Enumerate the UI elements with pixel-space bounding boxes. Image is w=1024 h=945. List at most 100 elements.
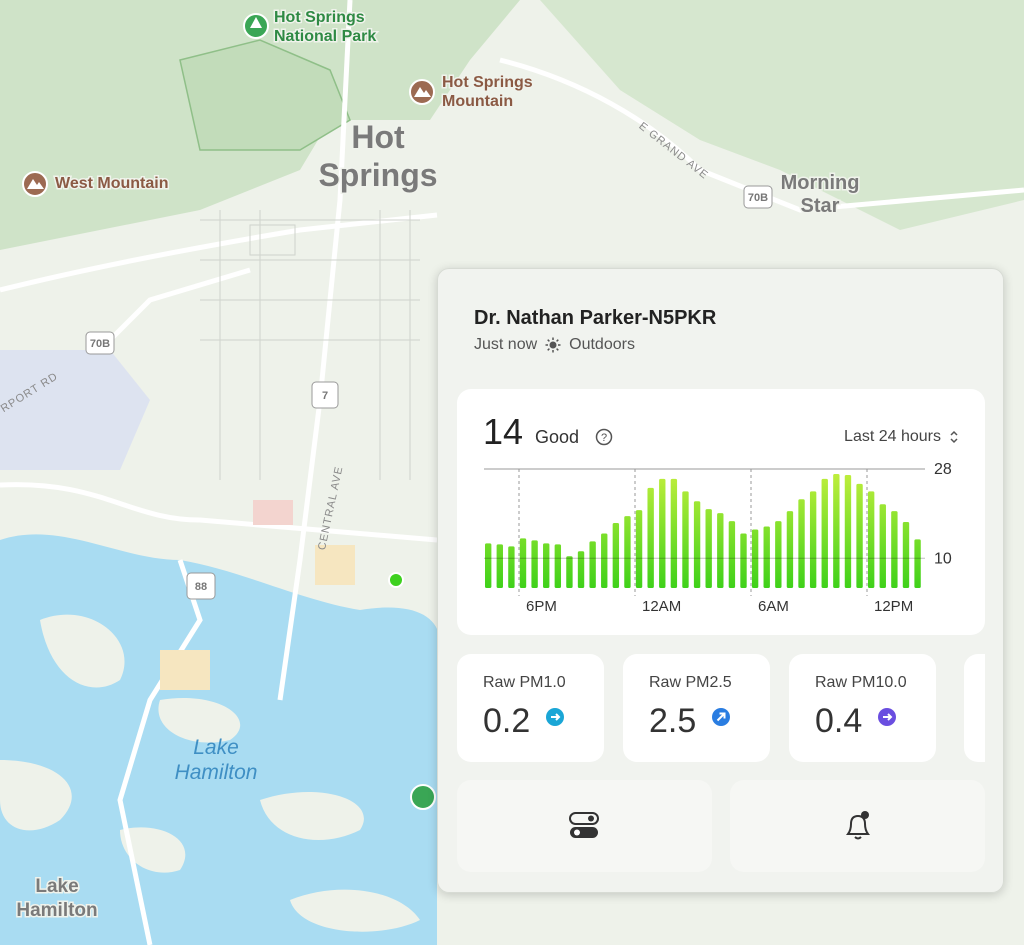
map-label: Lake Hamilton bbox=[175, 736, 258, 784]
location-type: Outdoors bbox=[569, 336, 635, 353]
toggle-icon bbox=[569, 812, 599, 838]
sensor-meta: Just now Outdoors bbox=[474, 336, 635, 354]
bar bbox=[566, 556, 573, 588]
bar bbox=[543, 543, 550, 588]
sensor-popup: Dr. Nathan Parker-N5PKR Just now Outdoor… bbox=[437, 268, 1004, 893]
sun-icon bbox=[545, 337, 561, 353]
poi-national-park[interactable]: Hot Springs National Park bbox=[243, 8, 378, 47]
bar bbox=[798, 499, 805, 588]
aqi-chart: 6PM 12AM 6AM 12PM 10 28 bbox=[484, 461, 952, 615]
bar bbox=[879, 504, 886, 588]
bar bbox=[508, 546, 515, 588]
poi-mountain[interactable]: West Mountain bbox=[22, 171, 170, 197]
info-icon[interactable]: ? bbox=[595, 428, 613, 446]
poi-marker[interactable] bbox=[410, 784, 436, 810]
sensor-name: Dr. Nathan Parker-N5PKR bbox=[474, 307, 717, 329]
bar bbox=[821, 478, 828, 588]
bar bbox=[856, 483, 863, 588]
map-label: Lake Hamilton bbox=[16, 876, 97, 921]
bar bbox=[728, 521, 736, 588]
metric-card[interactable]: Raw PM10.0 0.4 bbox=[789, 654, 936, 762]
poi-mountain[interactable]: Hot Springs Mountain bbox=[409, 73, 534, 112]
map-label: Hot Springs Mountain bbox=[442, 74, 533, 110]
bar bbox=[775, 521, 782, 588]
bar bbox=[867, 491, 875, 588]
svg-text:70B: 70B bbox=[748, 192, 768, 204]
bar bbox=[624, 516, 631, 588]
x-tick-label: 12AM bbox=[642, 598, 681, 615]
trend-icon bbox=[712, 708, 730, 726]
bar bbox=[844, 474, 852, 588]
metric-label: Raw PM2.5 bbox=[649, 674, 732, 691]
bar bbox=[635, 510, 643, 588]
bar bbox=[751, 529, 759, 588]
bar bbox=[670, 478, 678, 588]
map-label: West Mountain bbox=[55, 175, 168, 192]
bar bbox=[612, 523, 620, 588]
y-tick-label: 10 bbox=[934, 550, 952, 567]
trend-arrow bbox=[716, 712, 726, 722]
route-shield: 70B bbox=[743, 185, 773, 209]
trend-arrow bbox=[551, 713, 561, 721]
bar bbox=[891, 511, 898, 588]
x-tick-label: 6AM bbox=[758, 598, 789, 615]
bar bbox=[601, 533, 608, 588]
map-label: Morning Star bbox=[781, 172, 860, 217]
chart-card: 14 Good ? Last 24 hours 6PM 12AM 6AM 12PM 10… bbox=[457, 389, 985, 635]
x-tick-label: 6PM bbox=[526, 598, 557, 615]
aqi-status: Good bbox=[535, 427, 580, 447]
metric-value: 0.4 bbox=[815, 702, 863, 740]
bar bbox=[833, 473, 840, 588]
chevron-icon bbox=[950, 430, 958, 444]
bar bbox=[554, 544, 562, 588]
svg-text:?: ? bbox=[601, 432, 607, 444]
metric-value: 2.5 bbox=[649, 702, 697, 740]
bar bbox=[682, 491, 689, 588]
range-selector[interactable]: Last 24 hours bbox=[844, 428, 959, 446]
map-label: Hot Springs bbox=[318, 119, 437, 193]
bar bbox=[589, 541, 596, 588]
metric-card[interactable]: Raw PM2.5 2.5 bbox=[623, 654, 770, 762]
metric-label: Raw PM10.0 bbox=[815, 674, 907, 691]
bell-icon bbox=[846, 811, 870, 840]
bar bbox=[717, 513, 724, 588]
y-tick-label: 28 bbox=[934, 461, 952, 478]
bar bbox=[705, 509, 712, 588]
bar bbox=[519, 538, 527, 588]
route-shield: 88 bbox=[186, 572, 216, 600]
bar bbox=[496, 544, 503, 588]
route-shield: 70B bbox=[85, 331, 115, 355]
bar bbox=[485, 543, 492, 588]
metric-card-partial[interactable] bbox=[964, 654, 985, 762]
alerts-button[interactable] bbox=[730, 780, 985, 872]
bar bbox=[659, 478, 666, 588]
bar bbox=[693, 501, 701, 588]
metric-value: 0.2 bbox=[483, 702, 531, 740]
bar bbox=[763, 526, 770, 588]
bar bbox=[902, 522, 910, 588]
metric-card[interactable]: Raw PM1.0 0.2 bbox=[457, 654, 604, 762]
bar bbox=[809, 491, 817, 588]
updated-time: Just now bbox=[474, 336, 538, 353]
metric-label: Raw PM1.0 bbox=[483, 674, 566, 691]
sensor-marker[interactable] bbox=[388, 572, 404, 588]
x-tick-label: 12PM bbox=[874, 598, 913, 615]
trend-icon bbox=[546, 708, 564, 726]
trend-arrow bbox=[883, 713, 893, 721]
settings-button[interactable] bbox=[457, 780, 712, 872]
trend-icon bbox=[878, 708, 896, 726]
route-shield: 7 bbox=[311, 381, 339, 409]
range-label: Last 24 hours bbox=[844, 428, 941, 445]
bar bbox=[740, 533, 747, 588]
svg-text:70B: 70B bbox=[90, 338, 110, 350]
bar bbox=[577, 551, 585, 588]
svg-text:88: 88 bbox=[195, 581, 207, 593]
bar bbox=[914, 539, 921, 588]
bar bbox=[531, 540, 538, 588]
bar bbox=[786, 511, 794, 588]
bar bbox=[647, 487, 654, 588]
aqi-value: 14 bbox=[483, 411, 524, 452]
map-label: Hot Springs National Park bbox=[274, 9, 376, 45]
svg-text:7: 7 bbox=[322, 390, 328, 402]
